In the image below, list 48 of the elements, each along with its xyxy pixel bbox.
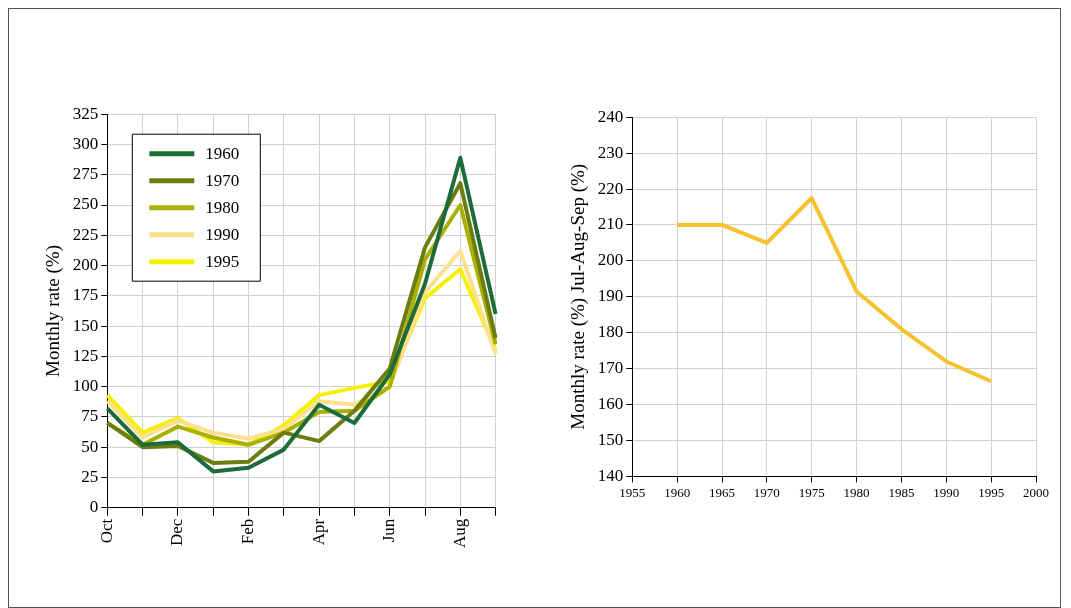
legend-label: 1990 (205, 225, 240, 245)
y-axis-title: Monthly rate (%) Jul-Aug-Sep (%) (567, 163, 590, 430)
y-tick-label: 150 (72, 315, 99, 335)
x-tick-label: 1960 (664, 484, 691, 500)
y-tick-label: 200 (72, 255, 99, 275)
y-tick-label: 210 (597, 214, 624, 234)
y-tick-label: 180 (597, 322, 624, 342)
x-tick-label: 2000 (1023, 484, 1049, 500)
y-tick-label: 275 (72, 164, 99, 184)
y-tick-label: 250 (72, 194, 99, 214)
y-tick-label: 25 (81, 466, 99, 486)
y-tick-label: 75 (81, 406, 99, 426)
y-axis-title: Monthly rate (%) (42, 245, 65, 377)
legend-label: 1995 (205, 252, 240, 272)
y-tick-label: 50 (81, 436, 99, 456)
y-tick-label: 300 (72, 133, 99, 153)
y-tick-label: 230 (597, 142, 624, 162)
y-tick-label: 190 (597, 286, 624, 306)
y-tick-label: 160 (597, 394, 624, 414)
y-tick-label: 200 (597, 250, 624, 270)
legend-label: 1970 (205, 171, 240, 191)
legend-label: 1960 (205, 144, 240, 164)
x-tick-label: 1975 (798, 484, 825, 500)
x-tick-label: 1980 (843, 484, 870, 500)
y-tick-label: 140 (597, 465, 624, 485)
y-tick-label: 240 (597, 106, 624, 126)
y-tick-label: 100 (72, 376, 99, 396)
x-tick-label: 1955 (619, 484, 646, 500)
y-tick-label: 220 (597, 178, 624, 198)
y-tick-label: 150 (597, 429, 624, 449)
y-tick-label: 175 (72, 285, 99, 305)
x-tick-label: Jun (379, 518, 399, 543)
x-tick-label: Aug (449, 518, 469, 548)
y-tick-label: 0 (89, 497, 99, 517)
y-tick-label: 325 (72, 103, 99, 123)
x-tick-label: 1965 (709, 484, 736, 500)
x-tick-label: Apr (308, 518, 328, 546)
y-tick-label: 225 (72, 224, 99, 244)
y-tick-label: 170 (597, 358, 624, 378)
x-tick-label: 1985 (888, 484, 915, 500)
x-tick-label: Dec (167, 518, 187, 547)
x-tick-label: Feb (237, 518, 257, 545)
x-tick-label: 1990 (933, 484, 960, 500)
x-tick-label: Oct (96, 518, 116, 544)
legend-label: 1980 (205, 198, 240, 218)
y-tick-label: 125 (72, 345, 99, 365)
x-tick-label: 1995 (978, 484, 1005, 500)
x-tick-label: 1970 (753, 484, 780, 500)
